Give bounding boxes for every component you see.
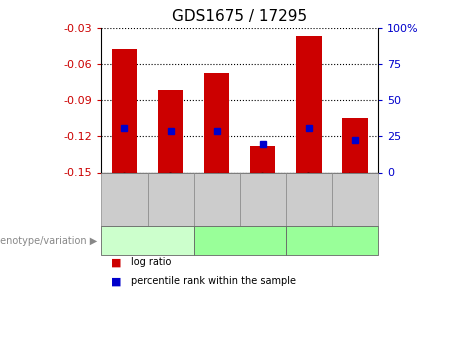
Text: Wrn null: Wrn null: [127, 236, 168, 246]
Bar: [250, 146, 276, 172]
Bar: [158, 90, 183, 172]
Text: percentile rank within the sample: percentile rank within the sample: [131, 276, 296, 286]
Bar: [112, 49, 137, 172]
Text: log ratio: log ratio: [131, 257, 172, 267]
Text: GSM75985: GSM75985: [258, 170, 268, 223]
Text: genotype/variation ▶: genotype/variation ▶: [0, 236, 97, 246]
Text: GSM75987: GSM75987: [350, 170, 360, 223]
Bar: [204, 73, 229, 172]
Bar: [342, 118, 368, 172]
Title: GDS1675 / 17295: GDS1675 / 17295: [172, 9, 307, 24]
Bar: [296, 36, 321, 172]
Text: GSM75931: GSM75931: [212, 170, 222, 223]
Text: GSM75986: GSM75986: [304, 170, 314, 223]
Text: GSM75885: GSM75885: [119, 170, 130, 223]
Text: PARP-1 null: PARP-1 null: [212, 236, 267, 246]
Text: GSM75886: GSM75886: [165, 170, 176, 223]
Text: ■: ■: [111, 276, 121, 286]
Text: Wrn PARP-1 double
null: Wrn PARP-1 double null: [285, 230, 378, 252]
Text: ■: ■: [111, 257, 121, 267]
